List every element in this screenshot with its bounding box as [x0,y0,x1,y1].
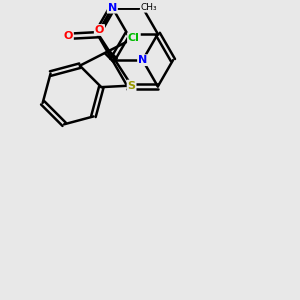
Text: O: O [95,25,104,35]
Text: N: N [138,55,147,65]
Text: O: O [64,31,73,41]
Text: CH₃: CH₃ [140,3,157,12]
Text: Cl: Cl [128,33,140,43]
Text: S: S [128,81,136,91]
Text: N: N [108,3,117,13]
